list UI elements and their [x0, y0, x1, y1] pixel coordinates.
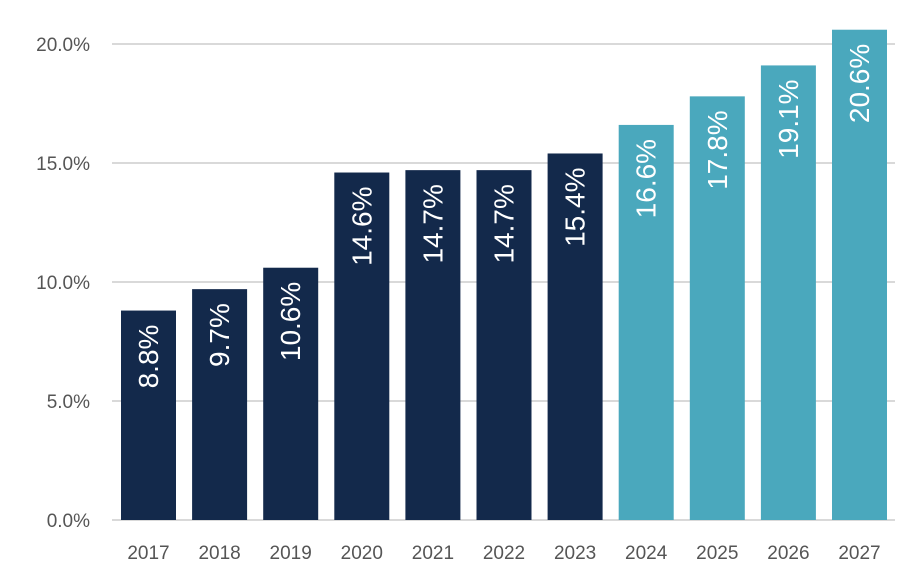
bar-2022 [476, 170, 532, 520]
x-tick-label: 2027 [838, 543, 880, 564]
bar-2020 [334, 172, 390, 520]
x-tick-label: 2025 [696, 543, 738, 564]
bar-2018 [192, 289, 248, 520]
y-tick-label: 10.0% [36, 273, 90, 294]
data-label-2023: 15.4% [560, 167, 591, 246]
bar-2024 [618, 124, 674, 521]
data-label-2026: 19.1% [773, 79, 804, 158]
data-label-2020: 14.6% [346, 187, 377, 266]
y-axis-tick-labels: 0.0% 5.0% 10.0% 15.0% 20.0% [36, 35, 90, 532]
bar-2023 [547, 153, 603, 521]
data-label-2024: 16.6% [631, 139, 662, 218]
data-label-2017: 8.8% [133, 325, 164, 389]
x-tick-label: 2022 [483, 543, 525, 564]
x-tick-label: 2018 [198, 543, 240, 564]
y-tick-label: 5.0% [47, 392, 90, 413]
x-tick-label: 2019 [270, 543, 312, 564]
bars: 8.8% 9.7% 10.6% 14.6% 14.7% 14.7% 15.4% 16.6% 17… [121, 29, 887, 521]
data-label-2021: 14.7% [417, 184, 448, 263]
y-tick-label: 15.0% [36, 154, 90, 175]
data-label-2025: 17.8% [702, 110, 733, 189]
bar-2026 [760, 65, 816, 521]
data-label-2019: 10.6% [275, 282, 306, 361]
y-tick-label: 20.0% [36, 35, 90, 56]
data-label-2027: 20.6% [844, 44, 875, 123]
x-tick-label: 2023 [554, 543, 596, 564]
bar-2021 [405, 170, 461, 520]
x-tick-label: 2024 [625, 543, 668, 564]
bar-2017 [121, 310, 176, 520]
bar-2027 [832, 29, 887, 520]
data-label-2022: 14.7% [489, 184, 520, 263]
bar-2019 [263, 267, 319, 520]
x-tick-label: 2026 [767, 543, 809, 564]
x-tick-label: 2021 [412, 543, 454, 564]
data-label-2018: 9.7% [204, 303, 235, 367]
x-tick-label: 2017 [127, 543, 169, 564]
bar-2025 [689, 96, 745, 521]
x-axis-tick-labels: 2017 2018 2019 2020 2021 2022 2023 2024 2025 2026… [127, 543, 880, 564]
y-tick-label: 0.0% [47, 511, 90, 532]
x-tick-label: 2020 [341, 543, 383, 564]
